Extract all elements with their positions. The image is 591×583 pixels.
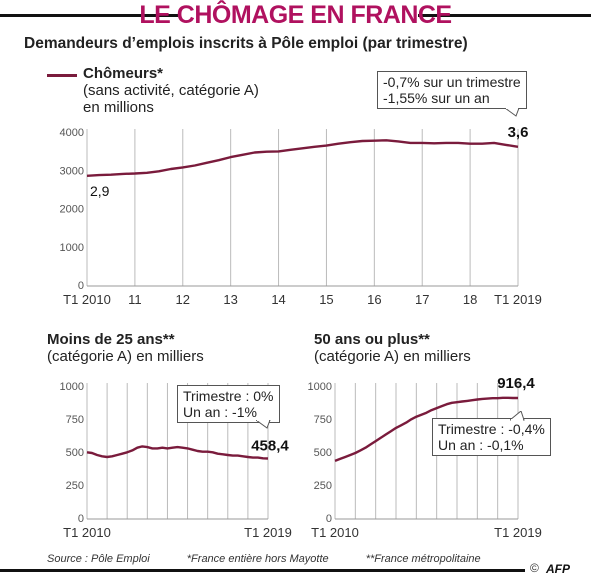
main-x-tick-label: 14	[271, 292, 285, 307]
over50-callout-line1: Trimestre : -0,4%	[438, 421, 545, 437]
main-callout-line1: -0,7% sur un trimestre	[383, 74, 521, 90]
main-legend-sub2: en millions	[83, 99, 154, 116]
main-x-tick-label: 11	[128, 292, 142, 307]
under25-y-tick-label: 750	[66, 414, 84, 426]
main-y-tick-label: 1000	[60, 242, 84, 254]
main-legend-title: Chômeurs*	[83, 65, 164, 82]
under25-heading: Moins de 25 ans**	[47, 331, 175, 348]
footer-notes: Source : Pôle Emploi *France entière hor…	[47, 553, 515, 565]
over50-callout-pointer	[510, 411, 525, 421]
under25-chart: 0 250 500 750 1000 T1 2010 T1 2019 458,4	[60, 381, 292, 540]
over50-callout: Trimestre : -0,4% Un an : -0,1%	[432, 418, 551, 456]
main-y-tick-label: 4000	[60, 127, 84, 139]
main-x-tick-label: T1 2019	[494, 292, 542, 307]
over50-end-label: 916,4	[497, 375, 535, 392]
main-x-tick-label: 18	[463, 292, 477, 307]
main-x-tick-label: 16	[367, 292, 381, 307]
over50-y-tick-label: 1000	[308, 381, 332, 393]
header-rule-left	[0, 14, 178, 17]
footer-source: Source : Pôle Emploi	[47, 553, 150, 565]
under25-callout-line1: Trimestre : 0%	[183, 388, 274, 404]
under25-callout: Trimestre : 0% Un an : -1%	[177, 385, 280, 423]
footer-note-2: **France métropolitaine	[365, 553, 481, 565]
under25-x-tick-label: T1 2019	[244, 525, 292, 540]
over50-heading-block: 50 ans ou plus** (catégorie A) en millie…	[314, 331, 471, 365]
over50-heading: 50 ans ou plus**	[314, 331, 430, 348]
afp-logo: AFP	[546, 562, 570, 576]
footer-note-1: *France entière hors Mayotte	[186, 553, 329, 565]
over50-y-tick-label: 500	[314, 447, 332, 459]
main-x-tick-label: 13	[223, 292, 237, 307]
main-x-tick-label: 17	[415, 292, 429, 307]
main-x-tick-label: 12	[176, 292, 190, 307]
main-x-tick-label: T1 2010	[63, 292, 111, 307]
over50-series-line	[334, 396, 518, 463]
over50-x-tick-label: T1 2019	[494, 525, 542, 540]
main-series-line	[86, 139, 519, 177]
main-callout: -0,7% sur un trimestre -1,55% sur un an	[377, 71, 527, 109]
copyright-symbol: ©	[530, 561, 539, 575]
under25-callout-line2: Un an : -1%	[183, 404, 257, 420]
over50-x-tick-label: T1 2010	[311, 525, 359, 540]
under25-y-tick-label: 0	[78, 513, 84, 525]
under25-y-tick-label: 1000	[60, 381, 84, 393]
under25-end-label: 458,4	[251, 437, 289, 454]
main-y-tick-label: 3000	[60, 165, 84, 177]
over50-chart: 0 250 500 750 1000 T1 2010 T1 2019 916,4	[308, 375, 542, 540]
main-chart: 0 1000 2000 3000 4000 T1 2010 11 12 13 14 15 16 17 18…	[60, 124, 542, 307]
main-x-tick-label: 15	[319, 292, 333, 307]
main-legend: Chômeurs* (sans activité, catégorie A) e…	[83, 65, 259, 116]
main-callout-line2: -1,55% sur un an	[383, 90, 490, 106]
under25-heading-block: Moins de 25 ans** (catégorie A) en milli…	[47, 331, 204, 365]
main-y-tick-label: 0	[78, 280, 84, 292]
under25-subheading: (catégorie A) en milliers	[47, 348, 204, 365]
page-title: LE CHÔMAGE EN FRANCE	[139, 1, 452, 29]
main-callout-pointer	[505, 108, 520, 117]
main-y-tick-label: 2000	[60, 204, 84, 216]
over50-y-tick-label: 750	[314, 414, 332, 426]
main-end-label: 3,6	[508, 124, 529, 141]
over50-callout-line2: Un an : -0,1%	[438, 437, 524, 453]
chart-subtitle: Demandeurs d’emplois inscrits à Pôle emp…	[24, 35, 468, 52]
over50-y-tick-label: 0	[326, 513, 332, 525]
over50-y-tick-label: 250	[314, 480, 332, 492]
under25-callout-pointer	[256, 420, 271, 429]
under25-x-tick-label: T1 2010	[63, 525, 111, 540]
footer-rule	[0, 569, 525, 572]
under25-series-line	[86, 445, 269, 460]
under25-y-tick-label: 250	[66, 480, 84, 492]
legend-line-swatch	[47, 74, 77, 77]
main-legend-sub1: (sans activité, catégorie A)	[83, 82, 259, 99]
under25-y-tick-label: 500	[66, 447, 84, 459]
main-start-label: 2,9	[90, 183, 110, 199]
header-rule-right	[418, 14, 591, 17]
over50-subheading: (catégorie A) en milliers	[314, 348, 471, 365]
